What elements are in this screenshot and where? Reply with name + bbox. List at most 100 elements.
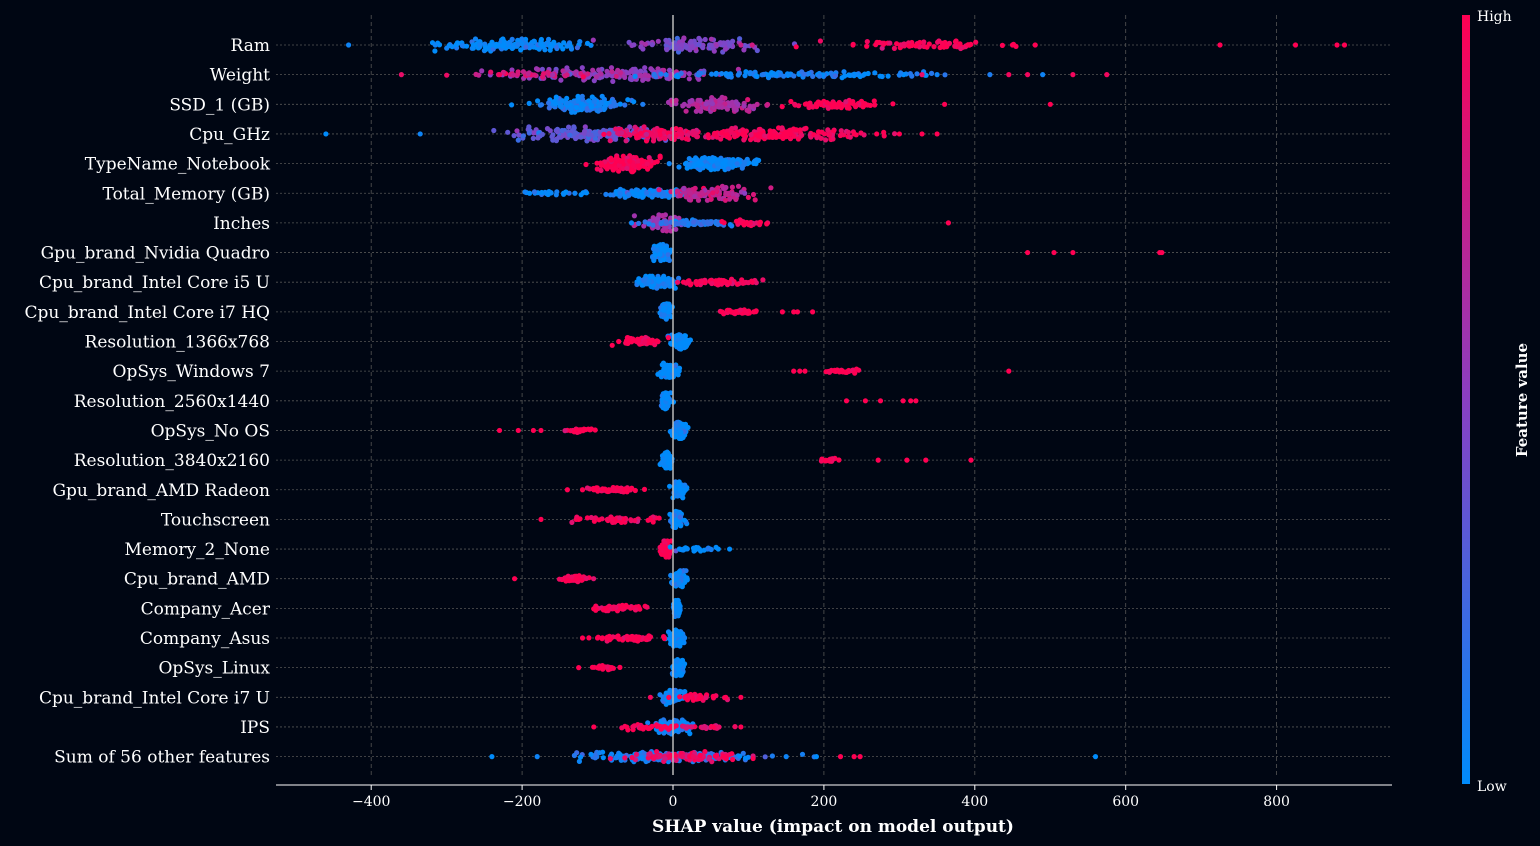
shap-point: [788, 98, 794, 105]
shap-point: [611, 604, 617, 610]
shap-point: [904, 457, 910, 463]
shap-point: [830, 104, 836, 110]
shap-point: [862, 398, 869, 404]
shap-point: [584, 485, 591, 491]
shap-point: [633, 607, 639, 613]
shap-point: [588, 426, 595, 432]
shap-point: [624, 70, 630, 76]
shap-point: [704, 163, 710, 169]
shap-point: [708, 220, 714, 227]
shap-point: [697, 37, 703, 43]
shap-point: [803, 125, 809, 131]
shap-point: [551, 39, 557, 45]
shap-point: [727, 159, 733, 165]
shap-point: [584, 40, 591, 47]
shap-point: [728, 128, 734, 134]
shap-point: [892, 131, 898, 137]
shap-point: [644, 604, 650, 610]
shap-point: [608, 636, 614, 642]
shap-point: [673, 45, 679, 51]
shap-point: [514, 128, 520, 134]
shap-point: [958, 45, 964, 52]
shap-point: [939, 40, 945, 46]
shap-point: [606, 131, 612, 137]
shap-point: [698, 548, 704, 554]
shap-point: [685, 338, 691, 345]
shap-point: [727, 71, 734, 77]
shap-point: [555, 129, 561, 135]
shap-point: [818, 135, 824, 141]
shap-points: [323, 35, 1348, 765]
shap-point: [796, 103, 802, 109]
shap-point: [500, 69, 506, 75]
shap-point: [944, 44, 950, 50]
shap-point: [615, 130, 621, 136]
shap-point: [608, 157, 614, 163]
shap-point: [398, 72, 404, 78]
shap-point: [919, 72, 925, 78]
shap-point: [722, 197, 729, 203]
shap-point: [657, 154, 663, 161]
shap-point: [686, 76, 692, 82]
shap-point: [613, 136, 619, 142]
shap-point: [814, 104, 820, 110]
shap-point: [647, 694, 654, 700]
shap-point: [692, 130, 698, 136]
shap-point: [663, 219, 669, 225]
shap-point: [432, 42, 438, 48]
shap-point: [850, 42, 856, 48]
shap-point: [652, 252, 659, 258]
shap-point: [898, 70, 904, 76]
shap-point: [417, 131, 423, 137]
shap-point: [617, 101, 623, 107]
shap-point: [641, 486, 648, 492]
shap-point: [914, 71, 920, 77]
shap-point: [659, 370, 666, 377]
shap-point: [661, 457, 667, 463]
shap-point: [815, 129, 822, 135]
shap-point: [526, 130, 532, 136]
shap-point: [593, 131, 599, 137]
shap-point: [801, 71, 808, 77]
shap-point: [644, 161, 650, 167]
shap-point: [658, 221, 664, 227]
shap-point: [523, 44, 529, 50]
shap-point: [810, 104, 816, 110]
shap-point: [858, 130, 864, 136]
shap-point: [591, 576, 597, 582]
shap-point: [923, 72, 929, 78]
shap-point: [769, 70, 775, 76]
shap-point: [609, 665, 615, 671]
shap-point: [1006, 72, 1012, 78]
shap-point: [721, 186, 727, 192]
shap-point: [806, 70, 812, 77]
shap-point: [673, 367, 679, 374]
shap-point: [760, 277, 766, 283]
shap-point: [539, 66, 546, 72]
shap-point: [593, 606, 599, 612]
shap-point: [511, 133, 517, 139]
shap-point: [638, 44, 644, 50]
shap-point: [479, 68, 485, 74]
shap-point: [686, 71, 692, 77]
shap-point: [564, 72, 570, 78]
shap-point: [847, 134, 853, 140]
shap-point: [665, 335, 672, 341]
shap-point: [575, 98, 581, 104]
shap-point: [651, 72, 657, 78]
shap-point: [673, 220, 679, 226]
shap-point: [564, 100, 570, 106]
shap-point: [688, 39, 694, 45]
shap-point: [676, 580, 682, 586]
shap-point: [639, 159, 646, 165]
shap-point: [616, 338, 622, 345]
shap-point: [906, 43, 912, 49]
shap-point: [655, 38, 661, 44]
shap-point: [839, 75, 845, 81]
shap-point: [491, 127, 497, 134]
shap-point: [539, 131, 546, 137]
shap-point: [629, 76, 635, 83]
shap-point: [569, 109, 575, 115]
shap-point: [907, 71, 913, 77]
shap-point: [520, 69, 527, 75]
